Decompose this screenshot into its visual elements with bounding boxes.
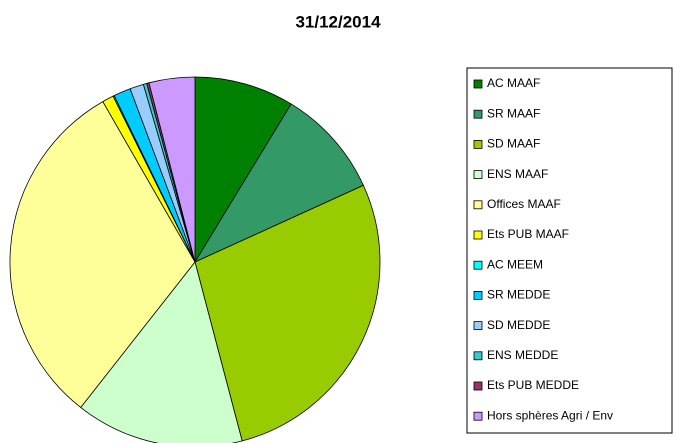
legend-swatch xyxy=(473,411,483,421)
legend-label: SR MEDDE xyxy=(487,288,550,302)
legend-label: ENS MEDDE xyxy=(487,348,558,362)
pie-slice xyxy=(194,184,381,442)
legend-label: AC MAAF xyxy=(487,76,540,90)
legend-swatch xyxy=(473,351,483,361)
legend-label: SD MEDDE xyxy=(487,318,550,332)
pie-slice xyxy=(9,101,196,409)
legend-swatch xyxy=(473,290,483,300)
legend-swatch xyxy=(473,260,483,270)
legend-label: Ets PUB MAAF xyxy=(487,227,569,241)
legend-swatch xyxy=(473,321,483,331)
legend-label: Ets PUB MEDDE xyxy=(487,378,579,392)
legend-swatch xyxy=(473,79,483,89)
legend-swatch xyxy=(473,109,483,119)
pie-slice xyxy=(80,261,243,443)
legend-label: ENS MAAF xyxy=(487,167,548,181)
legend-swatch xyxy=(473,170,483,180)
legend-swatch xyxy=(473,139,483,149)
pie-slice xyxy=(193,103,364,263)
pie-slice xyxy=(148,76,196,263)
legend-box xyxy=(466,67,673,434)
legend-label: AC MEEM xyxy=(487,257,543,271)
legend-label: Offices MAAF xyxy=(487,197,561,211)
pie-slice xyxy=(194,76,292,264)
legend-label: SR MAAF xyxy=(487,106,540,120)
legend-swatch xyxy=(473,200,483,210)
legend-label: Hors sphères Agri / Env xyxy=(487,408,613,422)
legend-label: SD MAAF xyxy=(487,137,540,151)
legend-swatch xyxy=(473,381,483,391)
legend-swatch xyxy=(473,230,483,240)
chart-title: 31/12/2014 xyxy=(295,12,381,31)
